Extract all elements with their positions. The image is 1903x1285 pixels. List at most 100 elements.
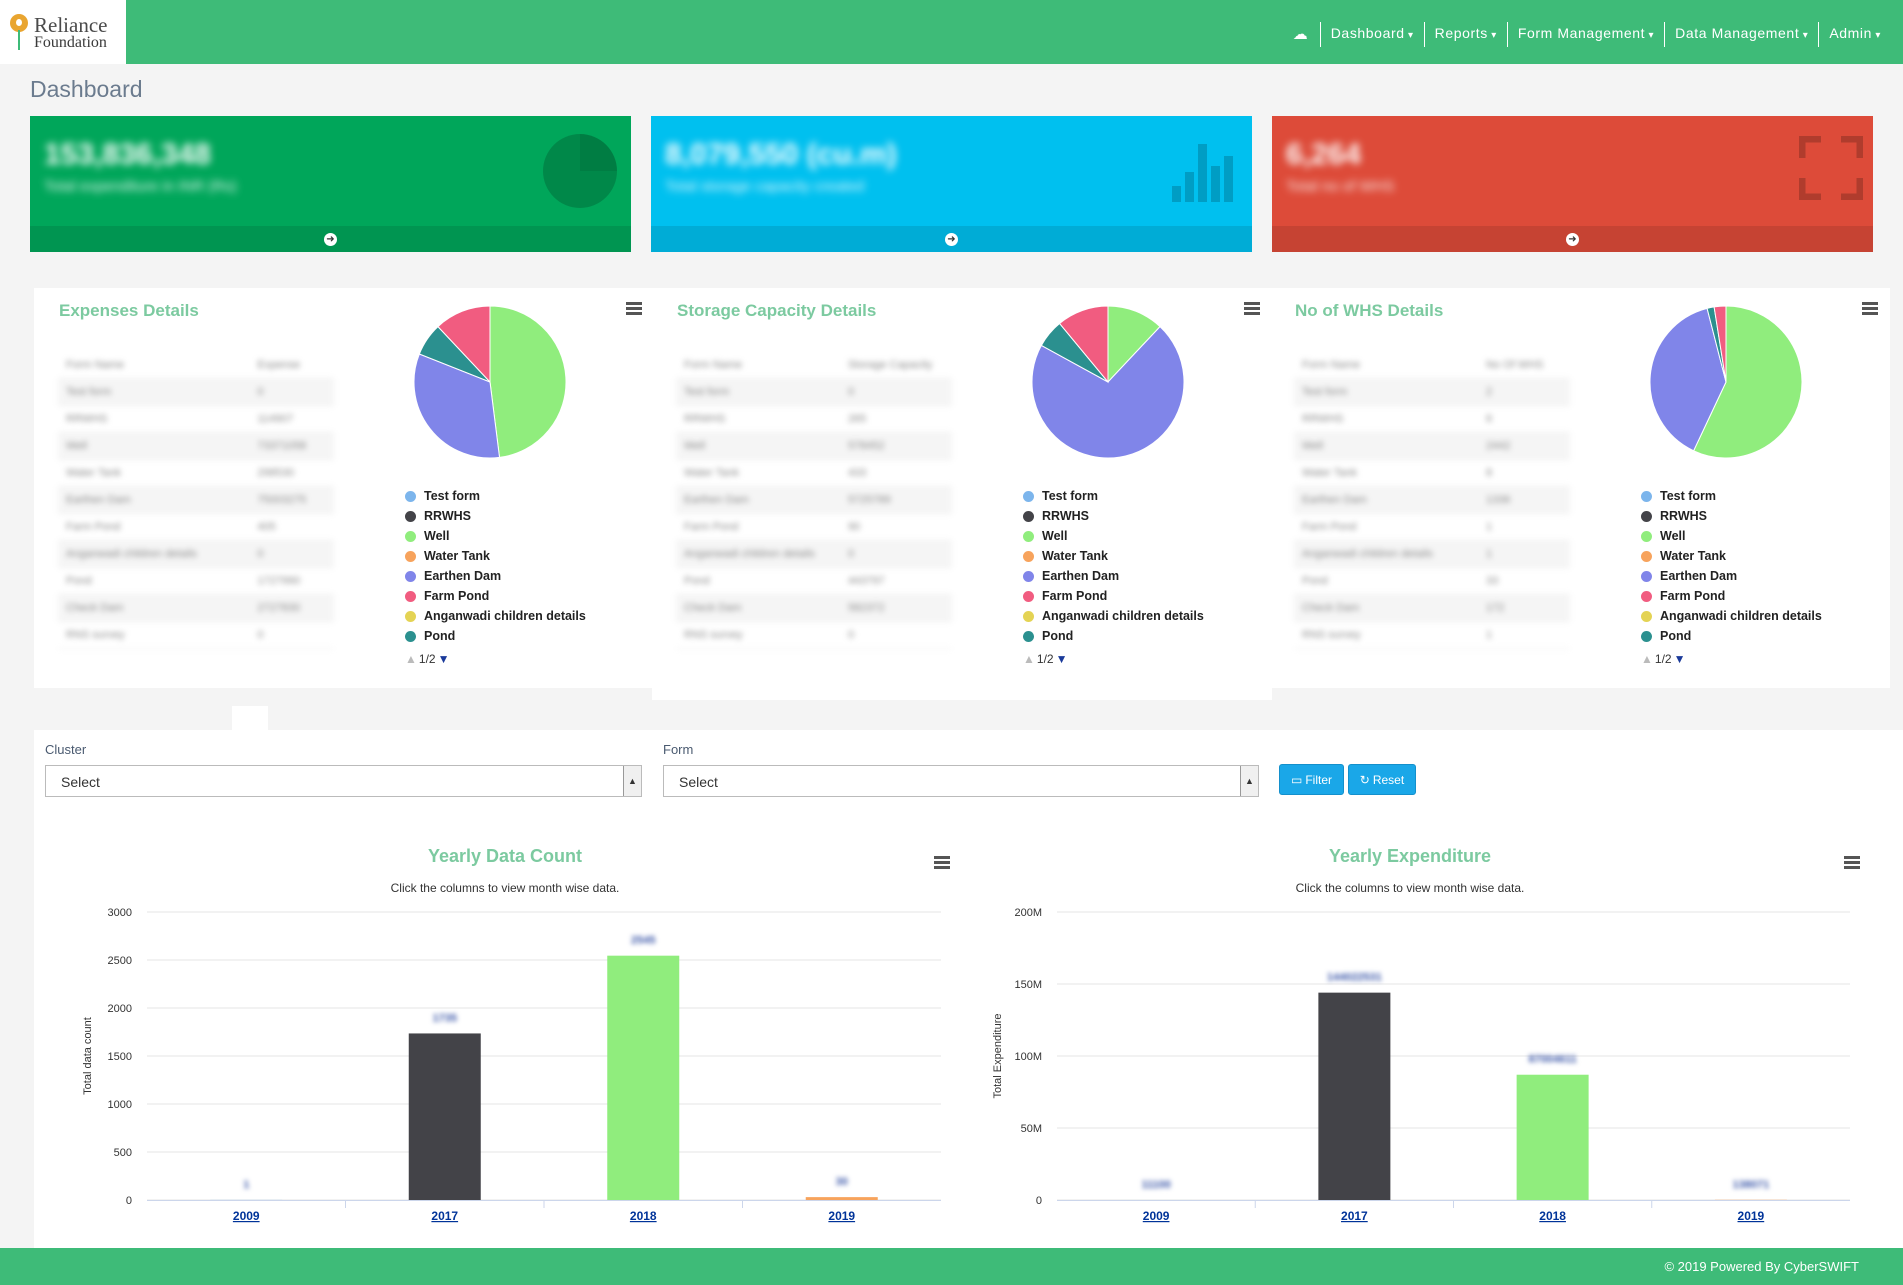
form-select[interactable]: Select ▲ — [663, 765, 1259, 797]
pie-slice[interactable] — [1058, 305, 1109, 384]
filter-button[interactable]: ▭ Filter — [1279, 764, 1344, 795]
arrow-circle-right-icon: ➜ — [945, 232, 958, 246]
card-more-info-link[interactable]: ➜ — [30, 226, 631, 252]
legend-item[interactable]: Well — [1023, 526, 1204, 546]
legend-item[interactable]: Anganwadi children details — [1023, 606, 1204, 626]
pie-slice[interactable] — [413, 353, 501, 459]
yearly-expenditure-chart: Yearly Expenditure Click the columns to v… — [980, 840, 1860, 1240]
pie-chart — [413, 305, 567, 459]
bar-2017[interactable] — [408, 1033, 481, 1200]
legend-item[interactable]: Water Tank — [405, 546, 586, 566]
legend-item[interactable]: RRWHS — [1023, 506, 1204, 526]
legend-item[interactable]: Anganwadi children details — [405, 606, 586, 626]
collapse-tab[interactable] — [232, 706, 268, 732]
legend-item[interactable]: Test form — [405, 486, 586, 506]
bar-chart-svg: 0 50M 100M 150M 200M Total Expenditure 11100 20… — [992, 907, 1850, 1223]
pager-down-icon[interactable]: ▼ — [1673, 652, 1686, 666]
bar-2018[interactable] — [1516, 1074, 1589, 1200]
data-label: 11100 — [1141, 1179, 1170, 1191]
chart-title: Yearly Data Count — [427, 846, 583, 866]
legend-item[interactable]: Test form — [1023, 486, 1204, 506]
y-tick-label: 2000 — [108, 1003, 132, 1015]
nav-admin[interactable]: Admin — [1818, 22, 1891, 47]
x-tick-label[interactable]: 2009 — [1143, 1209, 1170, 1223]
x-tick-label[interactable]: 2018 — [630, 1209, 657, 1223]
x-tick-label[interactable]: 2018 — [1539, 1209, 1566, 1223]
pie-slice[interactable] — [1692, 305, 1803, 459]
pie-slice[interactable] — [1031, 325, 1185, 459]
x-tick-label[interactable]: 2017 — [431, 1209, 458, 1223]
legend-item[interactable]: Pond — [1023, 626, 1204, 646]
table-header-cell: No Of WHS — [1477, 352, 1570, 379]
pager-down-icon[interactable]: ▼ — [437, 652, 450, 666]
pager-up-icon[interactable]: ▲ — [1641, 652, 1653, 666]
chart-menu-icon[interactable] — [1844, 856, 1860, 869]
legend-item[interactable]: Well — [405, 526, 586, 546]
table-cell: RRWHS — [58, 405, 250, 433]
bar-2019[interactable] — [805, 1197, 878, 1200]
table-cell: Earthen Dam — [1294, 486, 1478, 514]
table-cell: Water Tank — [1294, 459, 1478, 487]
cloud-upload-icon[interactable]: ☁ — [1292, 25, 1308, 43]
table-header-cell: Storage Capacity — [839, 352, 952, 379]
logo-line2: Foundation — [34, 34, 107, 51]
chart-menu-icon[interactable] — [1862, 302, 1878, 315]
pie-slice[interactable] — [437, 305, 491, 384]
reliance-foundation-logo[interactable]: Reliance Foundation — [0, 0, 126, 64]
nav-dashboard[interactable]: Dashboard — [1319, 22, 1424, 47]
legend-label: Test form — [424, 489, 481, 503]
legend-label: Farm Pond — [1660, 589, 1726, 603]
expenses-details-panel: Expenses Details Form Name Expense Test for… — [34, 288, 654, 688]
pager-up-icon[interactable]: ▲ — [405, 652, 417, 666]
legend-label: Well — [424, 529, 450, 543]
legend-item[interactable]: Pond — [1641, 626, 1822, 646]
nav-data-management[interactable]: Data Management — [1664, 22, 1818, 47]
table-row: Farm Pond 90 — [676, 513, 952, 541]
chart-menu-icon[interactable] — [626, 302, 642, 315]
cluster-select[interactable]: Select ▲ — [45, 765, 642, 797]
table-row: Farm Pond 405 — [58, 513, 334, 541]
legend-item[interactable]: Pond — [405, 626, 586, 646]
y-tick-label: 3000 — [108, 907, 132, 919]
dropdown-arrow-icon: ▲ — [1240, 766, 1258, 796]
x-tick-label[interactable]: 2019 — [1738, 1209, 1765, 1223]
card-more-info-link[interactable]: ➜ — [651, 226, 1252, 252]
chart-menu-icon[interactable] — [1244, 302, 1260, 315]
table-cell: 33 — [1477, 567, 1570, 595]
pager-down-icon[interactable]: ▼ — [1055, 652, 1068, 666]
chart-menu-icon[interactable] — [934, 856, 950, 869]
legend-item[interactable]: Earthen Dam — [1023, 566, 1204, 586]
legend-item[interactable]: Water Tank — [1641, 546, 1822, 566]
legend-item[interactable]: RRWHS — [405, 506, 586, 526]
legend-item[interactable]: Test form — [1641, 486, 1822, 506]
pie-slice[interactable] — [1649, 307, 1727, 452]
pie-slice[interactable] — [1713, 305, 1727, 383]
legend-item[interactable]: Farm Pond — [1641, 586, 1822, 606]
legend-item[interactable]: Earthen Dam — [405, 566, 586, 586]
nav-form-management[interactable]: Form Management — [1506, 22, 1664, 47]
reset-button[interactable]: ↻ Reset — [1348, 764, 1416, 795]
legend-item[interactable]: Farm Pond — [405, 586, 586, 606]
legend-item[interactable]: Anganwadi children details — [1641, 606, 1822, 626]
table-cell: 433 — [839, 459, 952, 487]
legend-item[interactable]: Water Tank — [1023, 546, 1204, 566]
legend-item[interactable]: Well — [1641, 526, 1822, 546]
x-tick-label[interactable]: 2019 — [828, 1209, 855, 1223]
table-row: Pond 443797 — [676, 567, 952, 595]
pie-slice[interactable] — [489, 305, 567, 458]
table-cell: Check Dam — [58, 594, 250, 622]
table-cell: 1336 — [1477, 486, 1570, 514]
legend-item[interactable]: RRWHS — [1641, 506, 1822, 526]
card-subtitle: Total storage capacity created — [665, 178, 865, 195]
legend-item[interactable]: Earthen Dam — [1641, 566, 1822, 586]
x-tick-label[interactable]: 2017 — [1341, 1209, 1368, 1223]
pager-up-icon[interactable]: ▲ — [1023, 652, 1035, 666]
x-tick-label[interactable]: 2009 — [233, 1209, 260, 1223]
legend-dot — [1641, 590, 1652, 602]
card-more-info-link[interactable]: ➜ — [1272, 226, 1873, 252]
table-cell: Farm Pond — [676, 513, 840, 541]
legend-item[interactable]: Farm Pond — [1023, 586, 1204, 606]
nav-reports[interactable]: Reports — [1423, 22, 1507, 47]
bar-2017[interactable] — [1318, 992, 1391, 1200]
bar-2018[interactable] — [607, 955, 680, 1200]
